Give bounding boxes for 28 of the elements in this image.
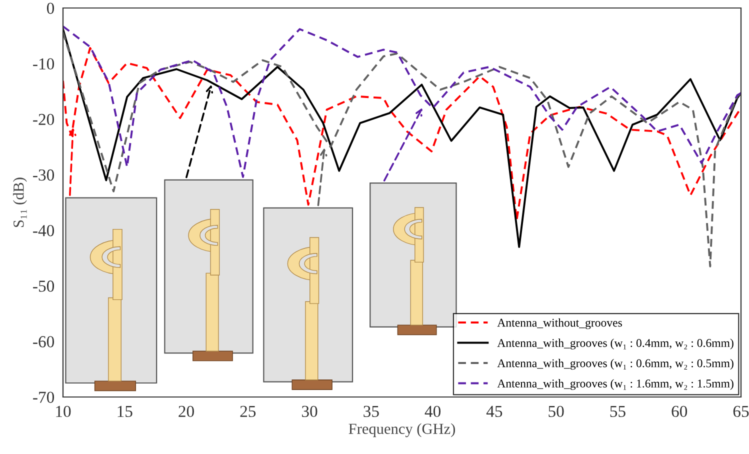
legend-label: Antenna_without_grooves bbox=[497, 318, 622, 330]
y-tick-label: -20 bbox=[33, 114, 54, 126]
legend-label: Antenna_with_grooves (w₁ : 0.6mm, w₂ : 0.5mm) bbox=[497, 358, 734, 370]
legend-label: Antenna_with_grooves (w₁ : 1.6mm, w₂ : 1.5mm) bbox=[497, 379, 734, 390]
x-tick-label: 65 bbox=[733, 406, 749, 418]
x-tick-label: 35 bbox=[364, 406, 379, 418]
y-tick-label: -50 bbox=[33, 280, 54, 292]
x-tick-label: 25 bbox=[240, 406, 256, 418]
y-tick-label: -10 bbox=[33, 58, 54, 70]
line-series bbox=[63, 25, 741, 178]
legend-label: Antenna_with_grooves (w₁ : 0.4mm, w₂ : 0.6mm) bbox=[497, 338, 734, 350]
x-tick-label: 20 bbox=[178, 406, 194, 418]
x-tick-label: 55 bbox=[610, 406, 626, 418]
x-tick-label: 50 bbox=[548, 406, 564, 418]
y-axis-title: S₁₁ (dB) bbox=[13, 178, 27, 227]
line-series bbox=[63, 47, 741, 222]
x-tick-label: 30 bbox=[302, 406, 318, 418]
x-tick-label: 45 bbox=[486, 406, 502, 418]
x-tick-label: 10 bbox=[56, 406, 71, 418]
y-tick-label: 0 bbox=[46, 2, 54, 14]
y-tick-label: -70 bbox=[33, 392, 54, 403]
x-tick-label: 60 bbox=[672, 406, 688, 418]
y-tick-label: -40 bbox=[33, 224, 54, 236]
x-axis-title: Frequency (GHz) bbox=[348, 423, 455, 438]
x-tick-label: 15 bbox=[118, 406, 132, 418]
y-tick-label: -60 bbox=[33, 336, 54, 348]
x-tick-label: 40 bbox=[424, 406, 441, 418]
y-tick-label: -30 bbox=[33, 169, 54, 181]
